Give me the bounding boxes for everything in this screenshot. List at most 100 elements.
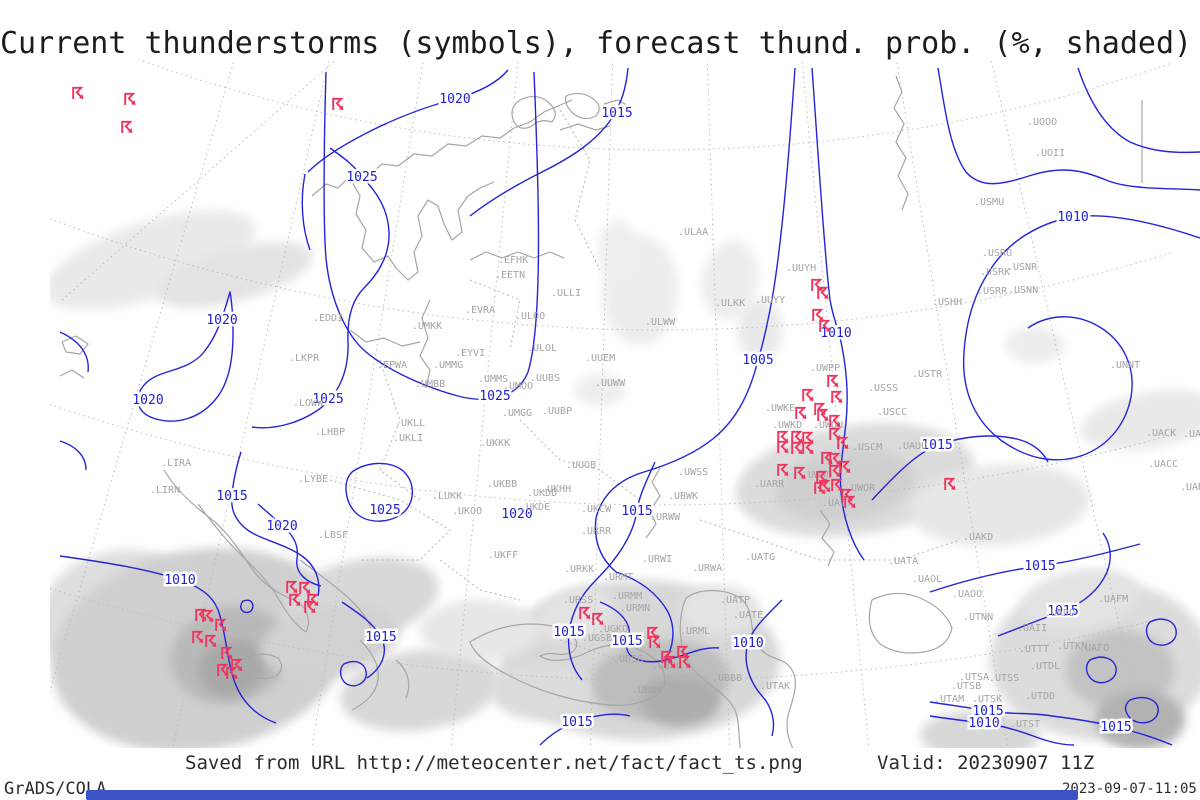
coastline: [565, 92, 600, 120]
station-label: .UOII: [1035, 148, 1065, 159]
graticule-meridian: [706, 60, 731, 748]
station-label: .UGSB: [582, 633, 612, 644]
station-label: .UKDE: [520, 502, 550, 513]
isobar-label: 1015: [972, 704, 1003, 719]
coastline: [351, 181, 495, 281]
probability-shading: [420, 600, 540, 660]
isobar-label: 1025: [346, 170, 377, 185]
station-label: .UWOR: [845, 483, 876, 494]
isobar-label: 1015: [216, 489, 247, 504]
isobar-contour: [345, 462, 413, 522]
station-label: .UTNN: [963, 612, 993, 623]
station-label: .ULWW: [645, 317, 676, 328]
bottom-scrollbar-thumb[interactable]: [86, 790, 1078, 800]
isobar-contour: [811, 67, 865, 561]
isobar-contour: [599, 601, 720, 663]
station-label: .USMU: [974, 197, 1004, 208]
station-label: .LIRN: [150, 485, 180, 496]
station-label: .UTDL: [1030, 661, 1060, 672]
station-label: .UGKO: [598, 624, 628, 635]
isobar-contour: [339, 660, 367, 687]
station-label: .UBWK: [668, 491, 698, 502]
isobar-contour: [59, 331, 89, 373]
country-border: [699, 519, 961, 561]
thunderstorm-symbol: [812, 308, 825, 322]
station-label: .UTDD: [1025, 691, 1055, 702]
station-label: .UAOO: [952, 589, 982, 600]
station-label: .ULOL: [527, 343, 557, 354]
station-label: .UUWW: [595, 378, 626, 389]
isobar-label: 1025: [369, 503, 400, 518]
station-label: .UUBS: [530, 373, 560, 384]
station-label: .URSS: [563, 595, 593, 606]
station-label: .URKK: [564, 564, 594, 575]
station-label: .ULLI: [551, 288, 581, 299]
thunderstorm-symbol: [795, 406, 808, 420]
graticule-parallel: [138, 60, 1171, 151]
coastline: [242, 653, 283, 680]
probability-shading: [1095, 690, 1185, 748]
isobar-label: 1015: [561, 715, 592, 730]
station-label: .UTAM: [934, 694, 964, 705]
probability-shading: [1080, 389, 1200, 451]
station-label: .URWA: [692, 563, 722, 574]
station-label: .UWKE: [765, 403, 795, 414]
isobar-contour: [307, 69, 509, 173]
station-label: .UUYY: [755, 295, 785, 306]
station-label: .UACC: [1148, 459, 1178, 470]
station-label: .UTST: [1010, 719, 1040, 730]
station-label: .UMGG: [502, 408, 532, 419]
station-label: .USRR: [977, 286, 1008, 297]
station-label: .USRK: [980, 267, 1010, 278]
station-label: .LBSF: [318, 530, 348, 541]
station-label: .UKBB: [487, 479, 517, 490]
isobar-label: 1010: [732, 636, 763, 651]
coastline: [419, 299, 431, 389]
station-label: .EYVI: [455, 348, 485, 359]
isobar-contour: [59, 440, 87, 471]
station-label: .UUYH: [786, 263, 816, 274]
station-label: .URML: [680, 626, 710, 637]
station-label: .UARR: [754, 479, 785, 490]
station-label: .USRO: [982, 248, 1012, 259]
station-label: .UUEM: [585, 353, 615, 364]
isobar-contour: [929, 715, 1075, 746]
isobar-label: 1020: [266, 519, 297, 534]
station-label: .UMOO: [503, 381, 533, 392]
station-label: .LYBE: [298, 474, 328, 485]
station-label: .UKLL: [395, 418, 425, 429]
station-label: .URWI: [642, 554, 672, 565]
country-border: [439, 559, 521, 601]
probability-shading: [598, 220, 638, 280]
isobar-label: 1015: [1047, 604, 1078, 619]
coastline: [299, 559, 373, 631]
station-label: .UUOB: [566, 460, 596, 471]
projection-corner-line: [61, 60, 337, 301]
country-border: [329, 479, 451, 561]
coastline: [61, 335, 89, 355]
station-label: .UKCW: [581, 504, 612, 515]
station-label: .UMMG: [433, 360, 463, 371]
station-label: .LKPR: [289, 353, 320, 364]
thunderstorm-symbol: [124, 92, 137, 106]
isobar-label: 1015: [553, 625, 584, 640]
station-label: .UAUU: [897, 441, 927, 452]
isobar-contour: [745, 599, 783, 737]
station-label: .UATA: [888, 556, 918, 567]
isobar-contour: [231, 451, 320, 597]
station-label: .UACK: [1146, 428, 1176, 439]
station-label: .UWUU: [813, 420, 843, 431]
station-label: .UMMS: [478, 374, 508, 385]
station-label: .UMKK: [412, 321, 442, 332]
isobar-contour: [567, 461, 656, 681]
isobar-contour: [962, 215, 1200, 461]
grads-credit: GrADS/COLA: [4, 779, 107, 799]
station-label: .USNN: [1008, 285, 1038, 296]
probability-shading: [50, 210, 256, 310]
station-label: .UBBN: [632, 685, 662, 696]
station-label: .EDDI: [313, 313, 343, 324]
isobar-label: 1010: [820, 326, 851, 341]
graticule-meridian: [311, 60, 424, 748]
coastline: [603, 99, 633, 119]
